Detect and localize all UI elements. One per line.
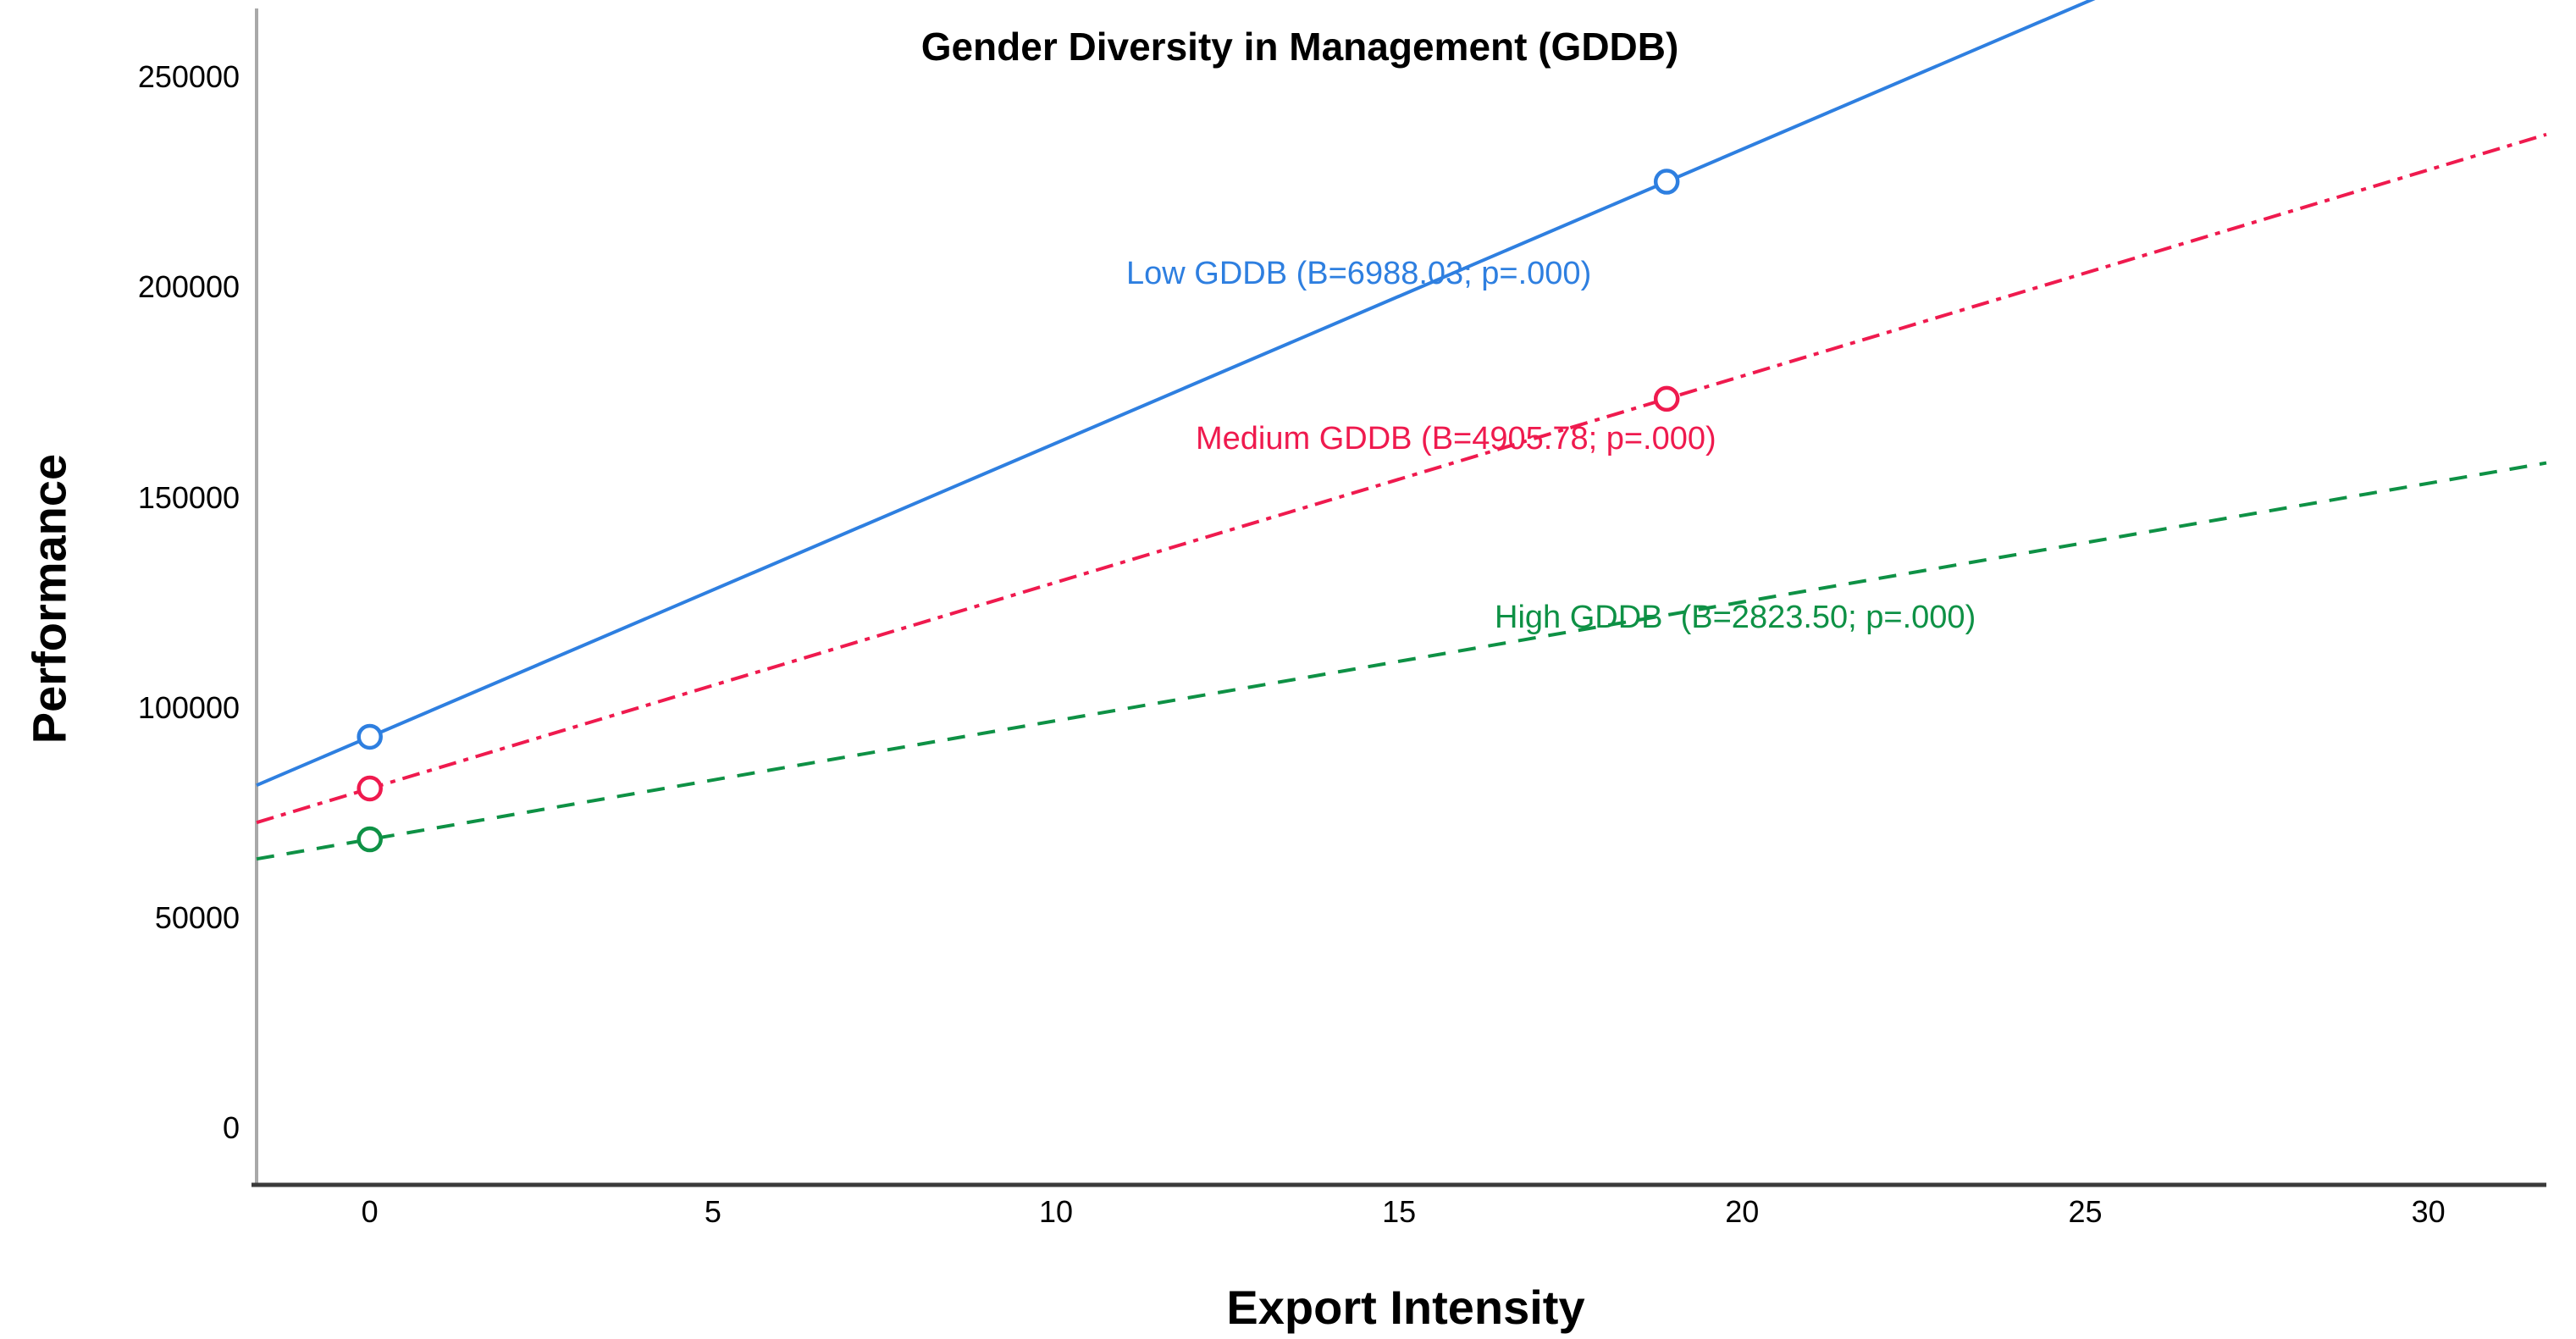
data-point-marker	[357, 775, 383, 802]
x-tick-label-15: 15	[1382, 1194, 1417, 1229]
x-tick-label-20: 20	[1725, 1194, 1760, 1229]
x-tick-label-25: 25	[2068, 1194, 2103, 1229]
data-point-marker	[1653, 169, 1680, 195]
x-tick-label-0: 0	[361, 1194, 379, 1229]
y-tick-label-150000: 150000	[137, 479, 240, 515]
x-tick-label-5: 5	[704, 1194, 721, 1229]
chart-title: Gender Diversity in Management (GDDB)	[920, 25, 1679, 69]
data-point-marker	[357, 826, 383, 853]
data-point-marker	[1653, 385, 1680, 412]
y-axis-title: Performance	[22, 453, 76, 744]
y-tick-label-100000: 100000	[137, 689, 240, 725]
y-tick-label-0: 0	[222, 1109, 240, 1145]
series-line-medium-gddb	[256, 132, 2547, 825]
x-tick-label-30: 30	[2411, 1194, 2446, 1229]
data-point-marker	[357, 723, 383, 750]
series-label-medium-gddb: Medium GDDB (B=4905.78; p=.000)	[1196, 421, 1716, 456]
series-label-low-gddb: Low GDDB (B=6988.03; p=.000)	[1126, 256, 1592, 291]
x-tick-label-10: 10	[1038, 1194, 1074, 1229]
series-label-high-gddb: High GDDB (B=2823.50; p=.000)	[1495, 600, 1976, 635]
y-tick-label-50000: 50000	[154, 899, 240, 935]
x-axis-title: Export Intensity	[1226, 1281, 1585, 1334]
series-line-low-gddb	[256, 0, 2096, 788]
y-tick-label-200000: 200000	[137, 269, 240, 305]
series-line-high-gddb	[256, 461, 2547, 861]
y-tick-label-250000: 250000	[137, 59, 240, 95]
